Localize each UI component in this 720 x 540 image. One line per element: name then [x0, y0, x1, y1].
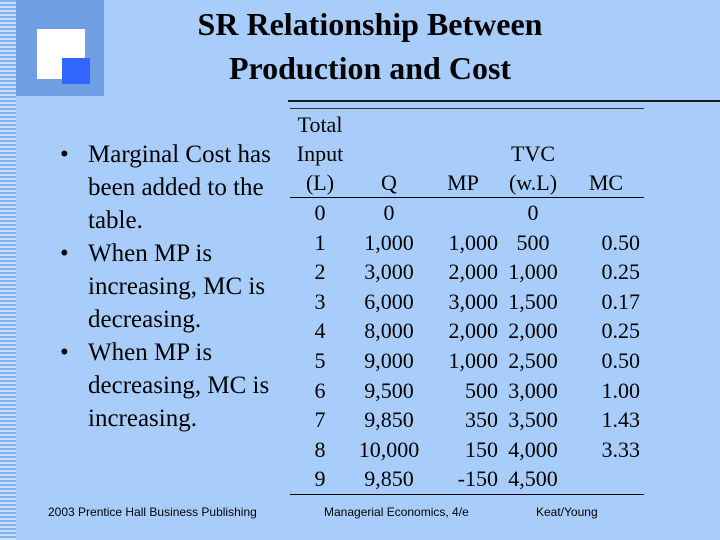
- cell-mc: 0.17: [601, 288, 641, 314]
- cell-input: 8: [314, 436, 326, 462]
- cell-mp: 350: [465, 407, 498, 433]
- table-top-border: [290, 108, 644, 109]
- slide-title-line1: SR Relationship Between: [197, 6, 543, 42]
- cell-mc: [568, 464, 644, 494]
- cell-input: 0: [314, 200, 326, 225]
- cell-tvc: 2,000: [508, 318, 558, 344]
- cell-q: 9,850: [364, 407, 414, 433]
- cell-tvc: 1,500: [508, 288, 558, 314]
- cell-mp: 2,000: [448, 318, 499, 344]
- cell-tvc: 1,000: [508, 259, 558, 285]
- header-total-input: Total Input (L): [296, 112, 344, 195]
- table-row: 1 1,000 1,000 500 0.50: [290, 228, 644, 258]
- cell-mp: -150: [457, 466, 498, 492]
- cell-tvc: 3,500: [508, 407, 558, 433]
- table-row: 8 10,000 150 4,000 3.33: [290, 435, 644, 465]
- footer-publisher: 2003 Prentice Hall Business Publishing: [48, 505, 257, 519]
- header-q: Q: [381, 170, 397, 195]
- cell-q: 8,000: [364, 318, 414, 344]
- cell-q: 10,000: [358, 436, 420, 462]
- bullet-symbol: •: [60, 240, 69, 267]
- cell-input: 6: [314, 377, 326, 403]
- header-mp: MP: [447, 170, 479, 195]
- table-row: 2 3,000 2,000 1,000 0.25: [290, 257, 644, 287]
- cell-q: 9,850: [364, 466, 414, 492]
- cell-input: 3: [314, 288, 326, 314]
- table-row: 4 8,000 2,000 2,000 0.25: [290, 316, 644, 346]
- cell-tvc: 4,000: [508, 436, 558, 462]
- cell-input: 7: [314, 407, 326, 433]
- cell-mp: 1,000: [448, 229, 499, 255]
- table-row: 0 0 0: [290, 198, 644, 228]
- cell-mp: 150: [465, 436, 498, 462]
- slide-title-line2: Production and Cost: [228, 50, 512, 86]
- template-logo-blue-square: [62, 58, 90, 84]
- cell-mc: 0.25: [601, 318, 641, 344]
- cell-input: 5: [314, 347, 326, 373]
- table-row: 3 6,000 3,000 1,500 0.17: [290, 287, 644, 317]
- cell-q: 3,000: [364, 259, 414, 285]
- slide-title: SR Relationship Between Production and C…: [110, 2, 630, 90]
- header-tvc: TVC (w.L): [508, 141, 558, 195]
- table-row: 6 9,500 500 3,000 1.00: [290, 376, 644, 406]
- cell-tvc: 4,500: [508, 466, 558, 492]
- footer-book-title: Managerial Economics, 4/e: [324, 505, 469, 519]
- bullet-symbol: •: [60, 141, 69, 168]
- table-row: 7 9,850 350 3,500 1.43: [290, 405, 644, 435]
- cell-mc: 0.50: [601, 229, 641, 255]
- table-row: 5 9,000 1,000 2,500 0.50: [290, 346, 644, 376]
- footer-authors: Keat/Young: [536, 505, 598, 519]
- cell-mc: [568, 198, 644, 228]
- cell-mc: 3.33: [601, 436, 641, 462]
- bullet-list: • Marginal Cost has been added to the ta…: [56, 138, 282, 435]
- bullet-item: • Marginal Cost has been added to the ta…: [56, 138, 282, 237]
- cell-input: 9: [314, 466, 326, 492]
- cell-q: 0: [383, 200, 395, 225]
- bullet-item: • When MP is decreasing, MC is increasin…: [56, 336, 282, 435]
- cell-mp: 1,000: [448, 347, 499, 373]
- cell-input: 4: [314, 318, 326, 344]
- cell-mp: 2,000: [448, 259, 499, 285]
- cell-input: 1: [314, 229, 326, 255]
- cell-q: 9,000: [364, 347, 414, 373]
- cell-mp: 500: [465, 377, 498, 403]
- cell-mp: [428, 198, 498, 228]
- cost-table: Total Input (L) Q MP TVC (w.L) MC 0 0 0 …: [290, 110, 644, 495]
- bullet-text: Marginal Cost has been added to the tabl…: [88, 141, 271, 234]
- cell-mc: 0.25: [601, 259, 641, 285]
- bullet-text: When MP is increasing, MC is decreasing.: [88, 240, 266, 333]
- header-mc: MC: [588, 170, 624, 195]
- cell-mc: 1.00: [601, 377, 641, 403]
- title-divider: [288, 100, 720, 102]
- cell-tvc: 3,000: [508, 377, 558, 403]
- bullet-item: • When MP is increasing, MC is decreasin…: [56, 237, 282, 336]
- table-row: 9 9,850 -150 4,500: [290, 464, 644, 495]
- bullet-symbol: •: [60, 339, 69, 366]
- cell-input: 2: [314, 259, 326, 285]
- cell-q: 9,500: [364, 377, 414, 403]
- cell-tvc: 0: [527, 200, 539, 225]
- cell-mc: 0.50: [601, 347, 641, 373]
- table-header-row: Total Input (L) Q MP TVC (w.L) MC: [290, 110, 644, 198]
- cell-mp: 3,000: [448, 288, 499, 314]
- cell-tvc: 500: [516, 229, 550, 255]
- bullet-text: When MP is decreasing, MC is increasing.: [88, 339, 270, 432]
- cell-mc: 1.43: [601, 407, 641, 433]
- cell-q: 1,000: [364, 229, 414, 255]
- left-stripe-decoration: [0, 0, 16, 540]
- cell-q: 6,000: [364, 288, 414, 314]
- cell-tvc: 2,500: [508, 347, 558, 373]
